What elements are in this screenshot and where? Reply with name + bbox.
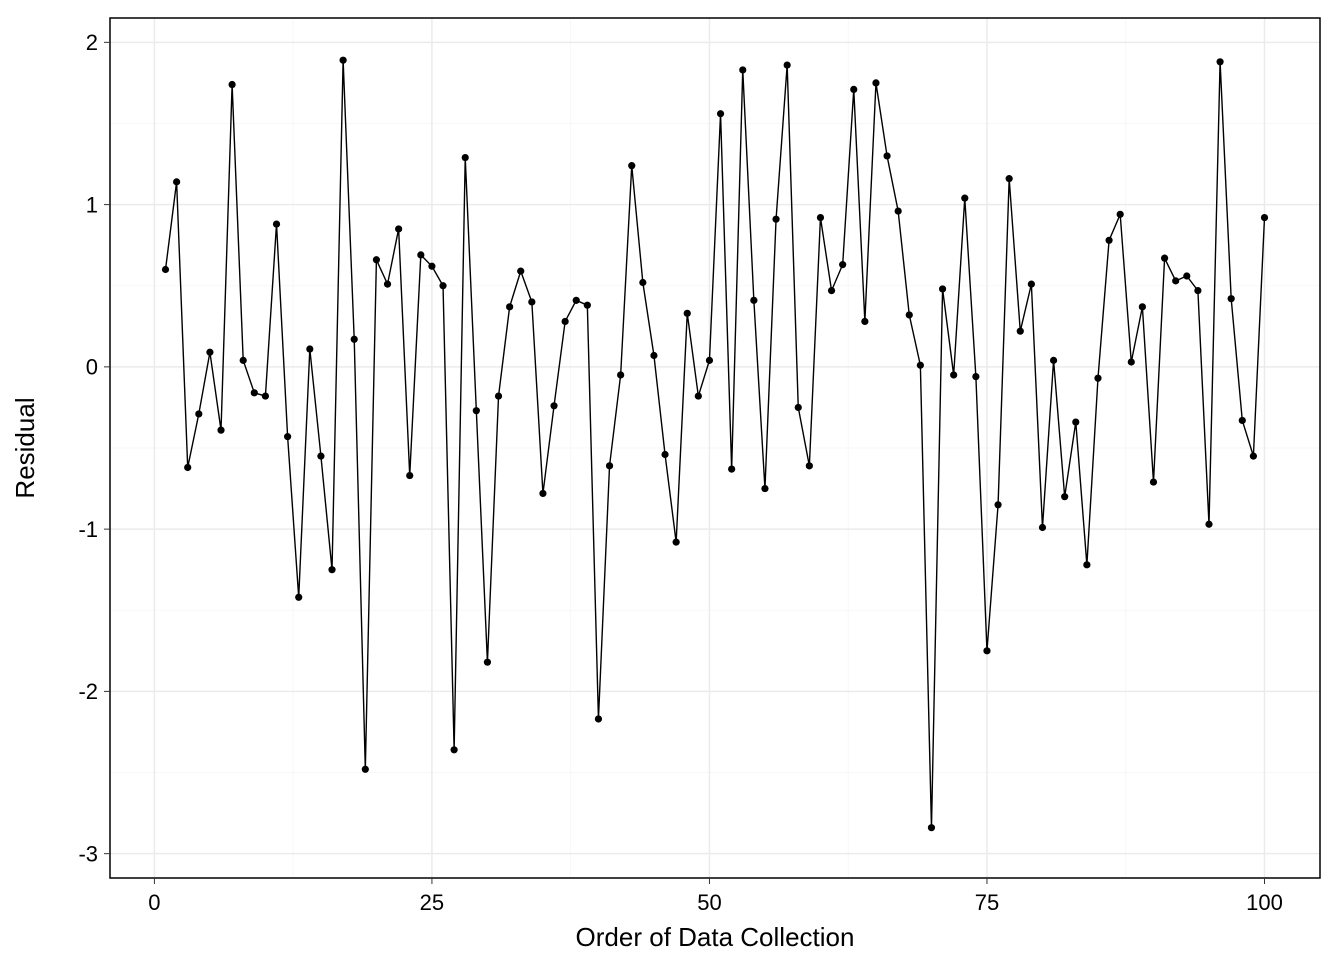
x-tick-label: 25	[420, 890, 444, 915]
x-tick-label: 100	[1246, 890, 1283, 915]
x-tick-label: 50	[697, 890, 721, 915]
y-tick-label: 2	[86, 30, 98, 55]
y-tick-label: -1	[78, 517, 98, 542]
residual-sequence-chart: 0 25 50 75 100 -3 -2 -1 0 1 2 Order of Data Collect…	[0, 0, 1344, 960]
y-tick-label: 0	[86, 355, 98, 380]
y-tick-label: -3	[78, 841, 98, 866]
chart-svg: 0 25 50 75 100 -3 -2 -1 0 1 2 Order of Data Collect…	[0, 0, 1344, 960]
x-tick-label: 0	[148, 890, 160, 915]
x-axis-title: Order of Data Collection	[576, 922, 855, 952]
y-axis-title: Residual	[10, 397, 40, 498]
y-tick-label: -2	[78, 679, 98, 704]
y-tick-label: 1	[86, 192, 98, 217]
x-tick-label: 75	[975, 890, 999, 915]
